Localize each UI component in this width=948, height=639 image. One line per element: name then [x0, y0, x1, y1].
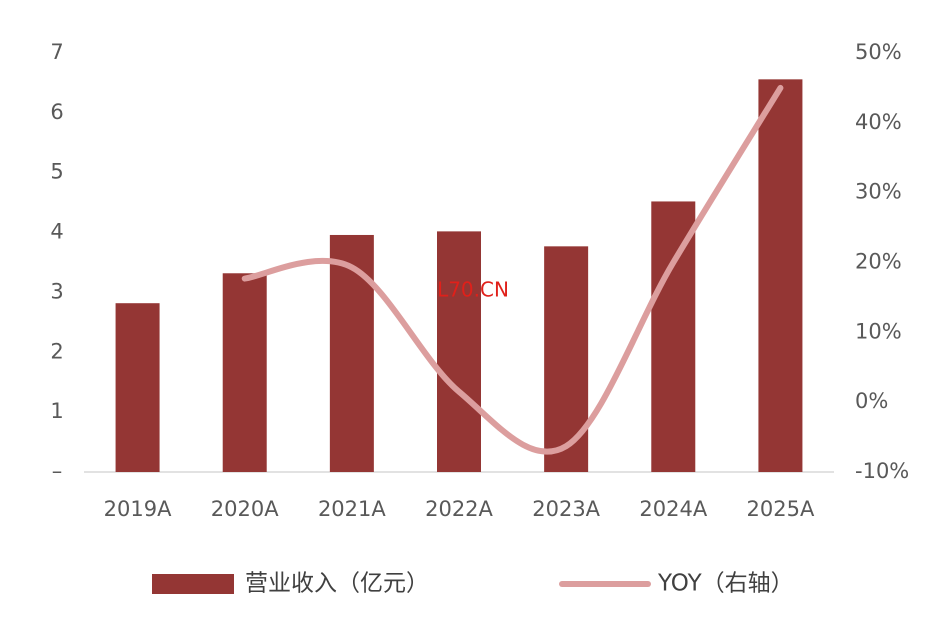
x-tick-label: 2023A: [532, 497, 600, 521]
y-tick-label: 3: [50, 279, 63, 303]
bar: [544, 246, 589, 472]
x-tick-label: 2025A: [747, 497, 815, 521]
y2-tick-label: 30%: [855, 180, 902, 204]
bar: [115, 303, 160, 472]
x-tick-label: 2022A: [425, 497, 493, 521]
x-tick-label: 2024A: [639, 497, 707, 521]
y-tick-label: 1: [50, 399, 63, 423]
bar: [758, 79, 803, 472]
line: [241, 84, 784, 455]
x-tick-label: 2019A: [104, 497, 172, 521]
y-tick-label: 5: [50, 160, 63, 184]
bar: [437, 231, 481, 472]
y-tick-label: –: [52, 459, 63, 483]
y-tick-label: 7: [50, 40, 63, 64]
x-tick-label: 2020A: [211, 497, 279, 521]
y2-tick-label: 0%: [855, 389, 888, 413]
bar: [651, 201, 696, 472]
x-tick-label: 2021A: [318, 497, 386, 521]
legend-label: 营业收入（亿元）: [245, 571, 429, 597]
y2-tick-label: 20%: [855, 250, 902, 274]
y2-tick-label: 40%: [855, 110, 902, 134]
watermark: L70.CN: [437, 278, 509, 302]
y-tick-label: 6: [50, 100, 63, 124]
y-tick-label: 2: [50, 339, 63, 363]
y2-tick-label: -10%: [855, 459, 909, 483]
legend-label: YOY（右轴）: [657, 571, 794, 597]
y2-tick-label: 10%: [855, 319, 902, 343]
legend-swatch: [152, 574, 234, 594]
y2-tick-label: 50%: [855, 40, 902, 64]
bar: [222, 273, 267, 472]
y-tick-label: 4: [50, 220, 63, 244]
